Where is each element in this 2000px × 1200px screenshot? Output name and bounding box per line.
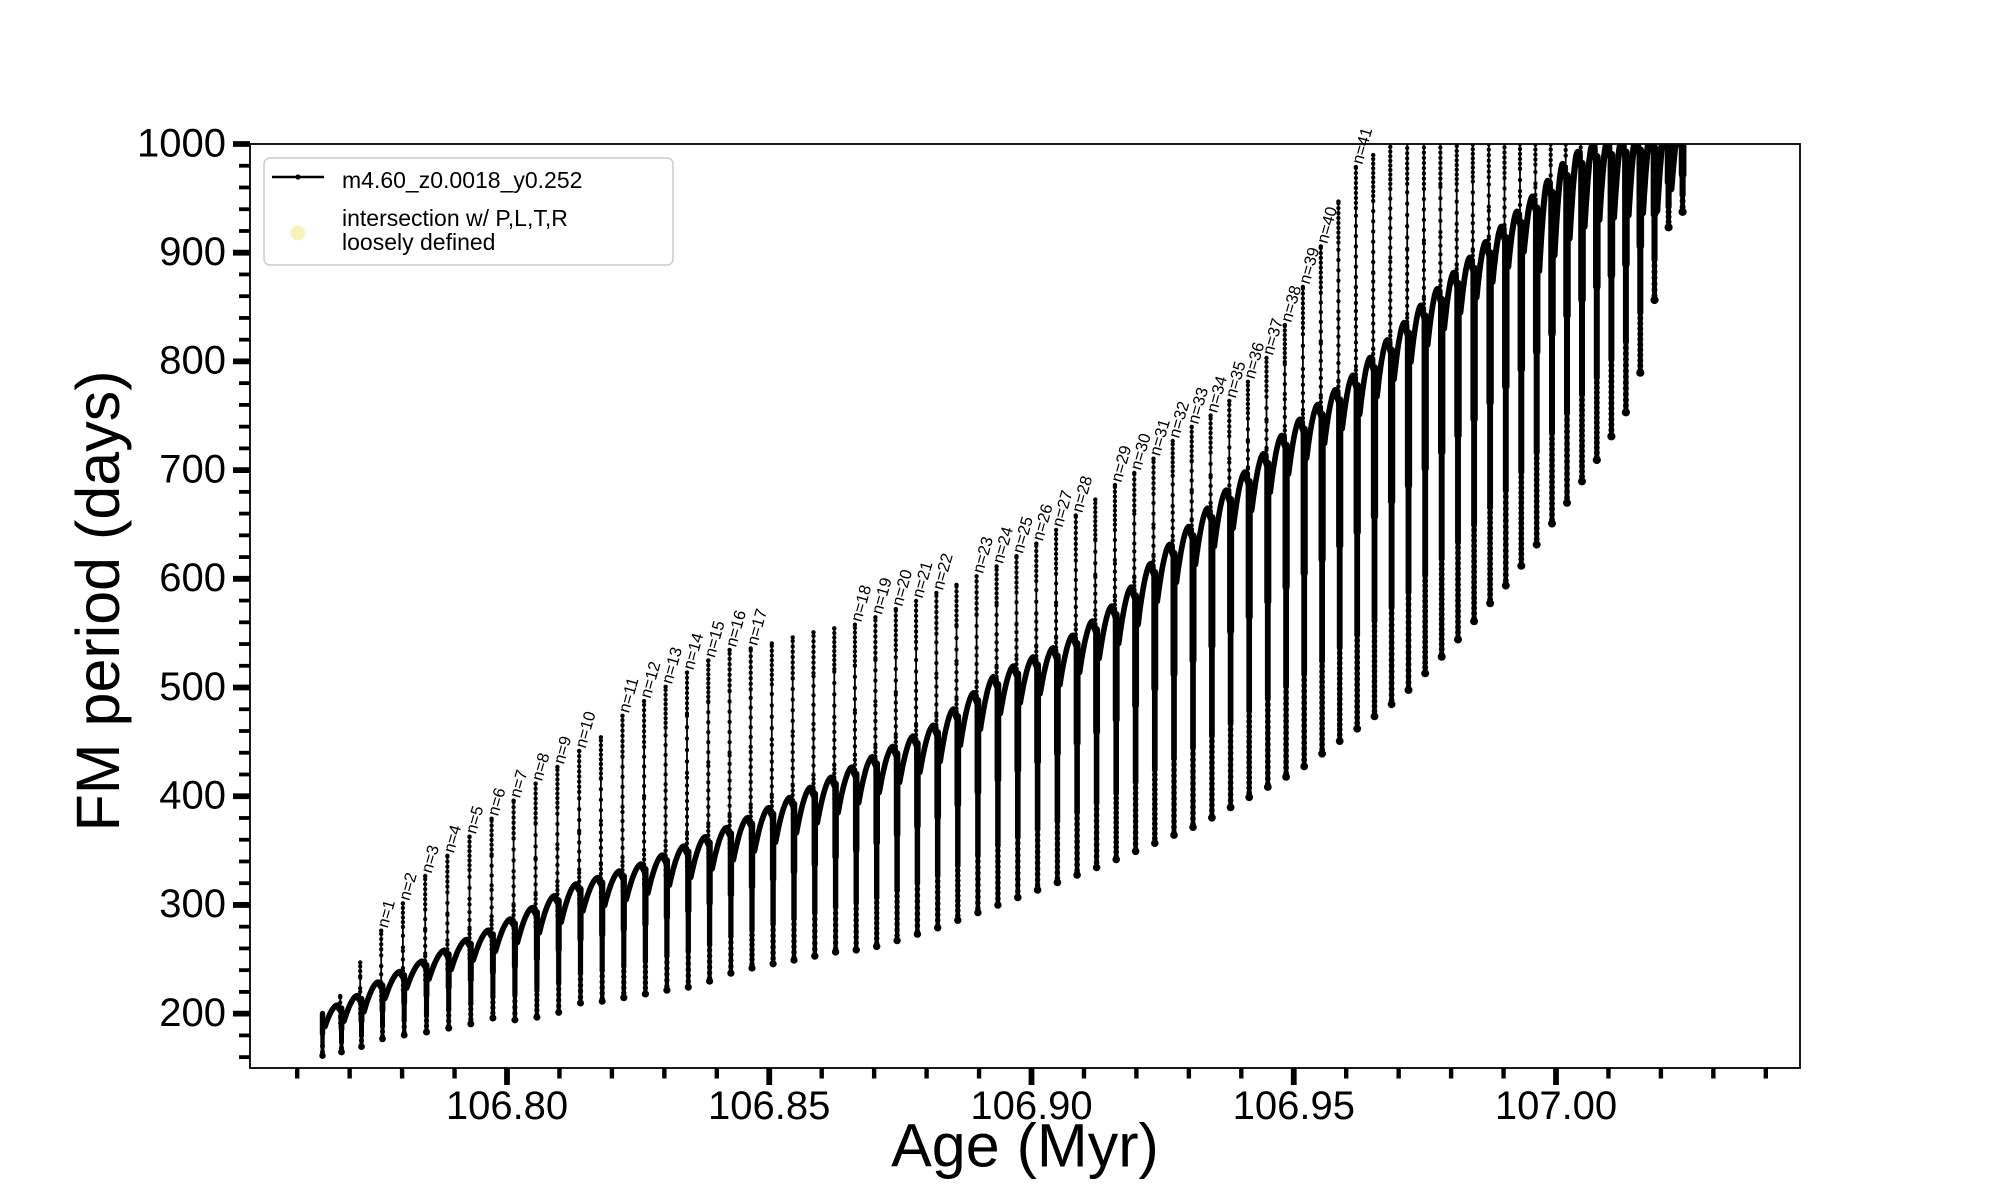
svg-text:106.90: 106.90 [970,1084,1092,1128]
svg-text:106.85: 106.85 [708,1084,830,1128]
svg-text:107.00: 107.00 [1495,1084,1617,1128]
svg-text:400: 400 [159,774,226,818]
svg-text:106.95: 106.95 [1233,1084,1355,1128]
svg-text:1000: 1000 [137,121,226,165]
svg-text:700: 700 [159,447,226,491]
svg-text:500: 500 [159,665,226,709]
svg-text:200: 200 [159,991,226,1035]
svg-text:600: 600 [159,556,226,600]
svg-text:FM period (days): FM period (days) [64,370,132,831]
svg-text:intersection w/ P,L,T,R: intersection w/ P,L,T,R [342,205,568,231]
svg-text:loosely defined: loosely defined [342,229,495,255]
svg-text:800: 800 [159,339,226,383]
svg-text:900: 900 [159,230,226,274]
svg-text:Age (Myr): Age (Myr) [891,1112,1159,1180]
svg-text:300: 300 [159,882,226,926]
svg-text:m4.60_z0.0018_y0.252: m4.60_z0.0018_y0.252 [342,167,582,193]
svg-text:106.80: 106.80 [446,1084,568,1128]
